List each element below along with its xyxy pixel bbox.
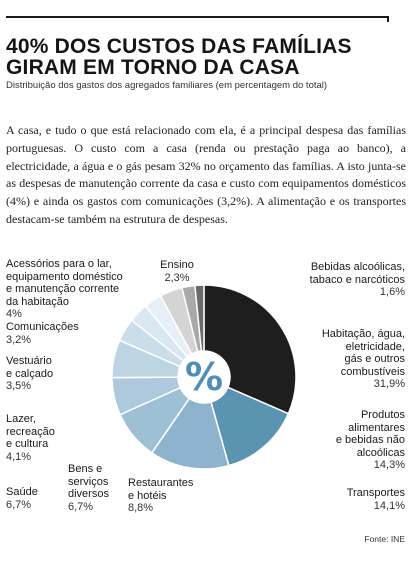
donut-hole [179, 352, 229, 402]
label-vestuario-value: 3,5% [6, 380, 32, 392]
label-habitacao-line-4: combustíveis [340, 365, 405, 378]
label-restaurantes-line-1: Restaurantes [128, 477, 194, 489]
label-bebidas-value: 1,6% [379, 286, 405, 298]
label-bebidas-line-2: tabaco e narcóticos [309, 273, 405, 286]
pie-slice-1 [210, 386, 290, 467]
headline-line-1: 40% DOS CUSTOS DAS FAMÍLIAS [6, 35, 352, 58]
label-bens-line-3: diversos [68, 488, 109, 500]
label-acessorios-line-1: Acessórios para o lar, [6, 258, 112, 270]
label-bens-line-1: Bens e [68, 463, 103, 475]
label-ensino: Ensino 2,3% [153, 259, 201, 284]
label-bens-line-2: serviços [68, 475, 109, 488]
top-rule [6, 16, 405, 22]
label-habitacao-line-2: eletricidade, [345, 340, 405, 353]
label-vestuario-line-2: e calçado [6, 367, 54, 380]
headline: 40% DOS CUSTOS DAS FAMÍLIAS GIRAM EM TOR… [6, 36, 406, 78]
label-habitacao-line-1: Habitação, água, [321, 328, 405, 340]
label-lazer: Lazer, recreação e cultura 4,1% [6, 413, 55, 463]
label-acessorios-line-2: equipamento doméstico [6, 270, 123, 283]
label-alimentares-line-1: Produtos [360, 409, 405, 421]
label-comunicacoes-value: 3,2% [6, 333, 32, 346]
pie-slice-2 [150, 397, 230, 470]
label-lazer-line-2: recreação [6, 425, 55, 438]
label-alimentares-line-3: e bebidas não [335, 434, 405, 446]
label-saude-line-1: Saúde [6, 486, 38, 498]
label-acessorios-line-4: da habitação [6, 295, 69, 308]
label-ensino-value: 2,3% [164, 271, 190, 284]
headline-line-2: GIRAM EM TORNO DA CASA [6, 56, 300, 79]
label-lazer-line-1: Lazer, [6, 413, 36, 425]
label-acessorios-value: 4% [6, 308, 22, 320]
label-alimentares-line-2: alimentares [348, 421, 405, 434]
label-transportes-line-1: Transportes [346, 487, 405, 499]
label-habitacao-line-3: gás e outros [344, 353, 405, 365]
subtitle: Distribuição dos gastos dos agregados fa… [6, 80, 328, 91]
label-bens-value: 6,7% [68, 500, 94, 513]
label-alimentares: Produtos alimentares e bebidas não alcoó… [336, 409, 405, 472]
label-bens-servicos: Bens e serviços diversos 6,7% [68, 463, 109, 513]
label-ensino-line-1: Ensino [160, 259, 194, 271]
label-restaurantes-line-2: e hotéis [128, 489, 167, 502]
rule-notch [387, 16, 405, 22]
label-bebidas-line-1: Bebidas alcoólicas, [310, 261, 405, 273]
label-bebidas: Bebidas alcoólicas, tabaco e narcóticos … [310, 261, 405, 299]
label-transportes: Transportes 14,1% [347, 487, 405, 512]
label-acessorios: Acessórios para o lar, equipamento domés… [6, 258, 123, 321]
label-comunicacoes: Comunicações 3,2% [6, 321, 79, 346]
pie-slice-11 [194, 284, 205, 352]
label-saude-value: 6,7% [6, 498, 32, 511]
label-vestuario-line-1: Vestuário [6, 355, 52, 367]
label-habitacao-value: 31,9% [373, 378, 405, 390]
label-acessorios-line-3: e manutenção corrente [6, 283, 120, 295]
label-restaurantes: Restaurantes e hotéis 8,8% [128, 477, 193, 515]
label-comunicacoes-line-1: Comunicações [6, 321, 79, 333]
label-lazer-value: 4,1% [6, 450, 32, 463]
label-restaurantes-value: 8,8% [128, 502, 154, 514]
label-vestuario: Vestuário e calçado 3,5% [6, 355, 53, 393]
label-alimentares-value: 14,3% [373, 459, 405, 471]
label-saude: Saúde 6,7% [6, 486, 38, 511]
source-note: Fonte: INE [364, 534, 405, 544]
label-transportes-value: 14,1% [373, 499, 405, 512]
label-alimentares-line-4: alcoólicas [356, 446, 405, 459]
percent-symbol: % [185, 355, 223, 399]
label-lazer-line-3: e cultura [6, 438, 49, 450]
label-habitacao: Habitação, água, eletricidade, gás e out… [322, 328, 405, 391]
lede-paragraph: A casa, e tudo o que está relacionado co… [6, 123, 406, 226]
pie-slice-0 [203, 284, 297, 415]
